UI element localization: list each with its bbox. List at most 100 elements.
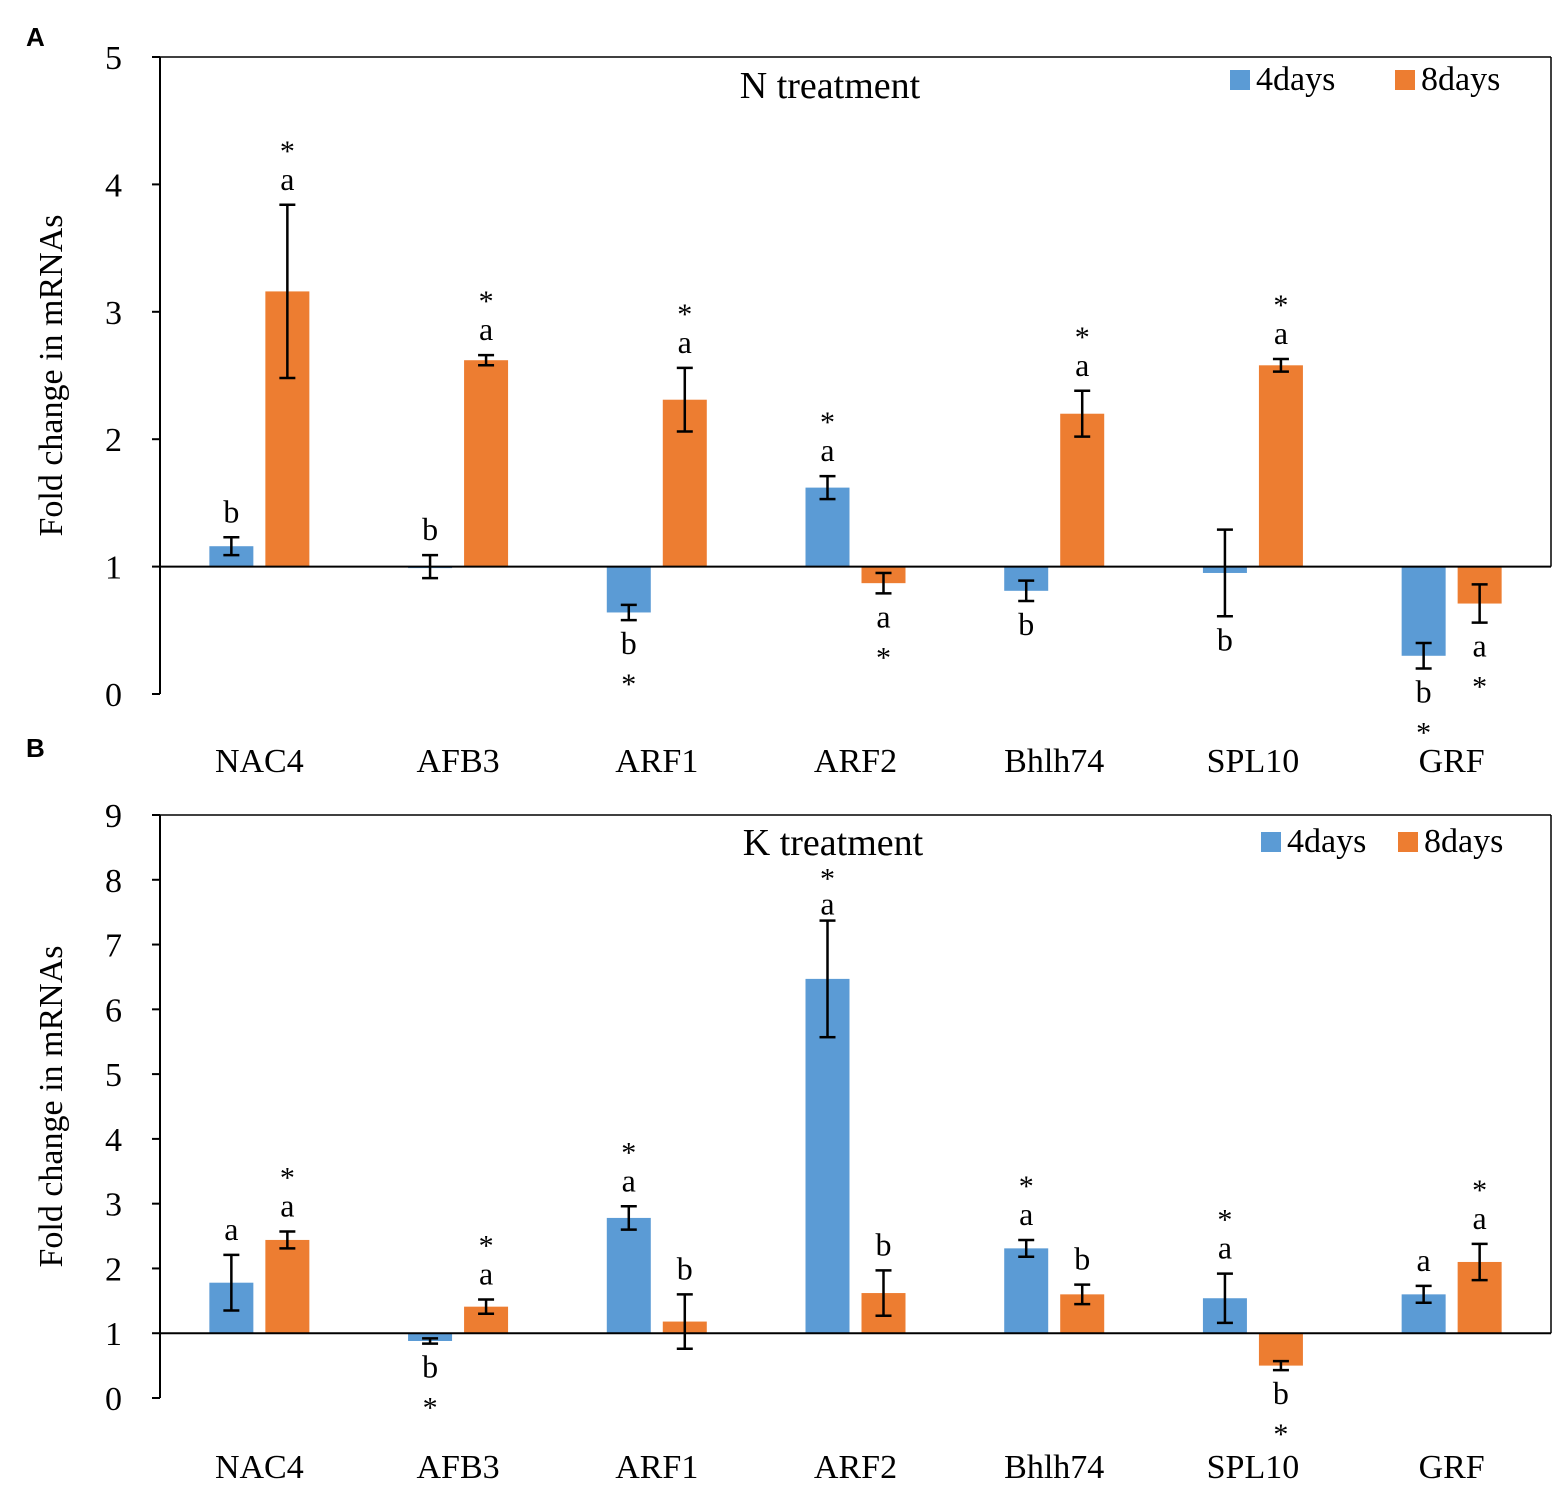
y-axis-label: Fold change in mRNAs [33,945,70,1267]
legend-label-4days: 4days [1256,61,1335,98]
chart-title: K treatment [743,822,924,864]
sig-star-8days-GRF: * [1472,671,1487,704]
category-label-Bhlh74: Bhlh74 [1004,1449,1104,1486]
sig-star-8days-NAC4: * [280,135,295,168]
sig-letter-4days-NAC4: a [224,1211,238,1247]
y-axis-label: Fold change in mRNAs [33,214,70,536]
sig-star-8days-ARF2: * [876,641,891,674]
sig-star-8days-GRF: * [1472,1174,1487,1207]
sig-star-8days-ARF1: * [677,298,692,331]
sig-star-8days-AFB3: * [479,285,494,318]
y-tick-label: 4 [105,167,122,204]
bar-8days-NAC4 [265,1239,310,1334]
sig-letter-8days-ARF2: a [876,598,890,634]
category-label-NAC4: NAC4 [215,1449,304,1486]
sig-letter-8days-Bhlh74: a [1075,347,1089,383]
y-tick-label: 1 [105,1316,122,1353]
y-tick-label: 1 [105,550,122,587]
sig-letter-top-ARF2: a [820,886,834,922]
bar-4days-NAC4 [209,546,254,567]
panel-label-b: B [26,733,45,763]
sig-letter-4days-Bhlh74: a [1019,1196,1033,1232]
sig-letter-8days-AFB3: a [479,1256,493,1292]
sig-star-8days-SPL10: * [1273,289,1288,322]
y-tick-label: 4 [105,1122,122,1159]
bar-4days-ARF2 [805,487,850,567]
sig-star-4days-ARF2: * [820,406,835,439]
sig-star-8days-Bhlh74: * [1075,321,1090,354]
y-tick-label: 0 [105,677,122,714]
sig-letter-8days-GRF: a [1473,1200,1487,1236]
sig-star-4days-AFB3: * [423,1392,438,1425]
sig-letter-8days-ARF1: b [677,1250,693,1286]
sig-star-8days-AFB3: * [479,1230,494,1263]
legend-swatch-8days [1395,70,1415,90]
sig-star-top-ARF2: * [820,863,835,896]
sig-star-4days-Bhlh74: * [1019,1170,1034,1203]
bar-4days-AFB3 [408,1333,453,1341]
category-label-Bhlh74: Bhlh74 [1004,743,1104,780]
sig-star-8days-NAC4: * [280,1162,295,1195]
sig-letter-8days-ARF2: b [876,1226,892,1262]
sig-letter-8days-Bhlh74: b [1074,1241,1090,1277]
y-tick-label: 2 [105,1251,122,1288]
y-tick-label: 0 [105,1381,122,1418]
sig-letter-8days-NAC4: a [280,1188,294,1224]
sig-star-4days-ARF1: * [621,668,636,701]
sig-letter-8days-SPL10: b [1273,1375,1289,1411]
sig-letter-4days-SPL10: b [1217,621,1233,657]
chart-panel-b: 0 1 2 3 4 5 6 7 8 9 Fold change in mRNAs K treatmen… [33,798,1552,1486]
sig-letter-4days-GRF: b [1416,674,1432,710]
legend-swatch-8days [1398,832,1418,852]
y-tick-label: 5 [105,40,122,77]
y-tick-label: 9 [105,798,122,835]
sig-letter-8days-NAC4: a [280,161,294,197]
y-tick-label: 3 [105,295,122,332]
legend-label-4days: 4days [1287,823,1366,860]
chart-title: N treatment [740,65,921,107]
legend-swatch-4days [1230,70,1250,90]
sig-star-4days-ARF1: * [621,1136,636,1169]
legend-swatch-4days [1261,832,1281,852]
chart-panel-a: 0 1 2 3 4 5 Fold change in mRNAs N treatment 4da… [33,40,1552,780]
category-label-GRF: GRF [1419,1449,1485,1486]
category-label-GRF: GRF [1419,743,1485,780]
sig-letter-4days-ARF1: b [621,625,637,661]
category-label-NAC4: NAC4 [215,743,304,780]
y-tick-label: 5 [105,1057,122,1094]
category-label-ARF1: ARF1 [615,743,698,780]
bar-4days-Bhlh74 [1004,1248,1049,1334]
sig-star-8days-SPL10: * [1273,1418,1288,1451]
y-tick-label: 8 [105,863,122,900]
category-label-ARF1: ARF1 [615,1449,698,1486]
sig-letter-4days-SPL10: a [1218,1230,1232,1266]
legend-label-8days: 8days [1421,61,1500,98]
category-label-SPL10: SPL10 [1207,1449,1300,1486]
y-tick-label: 7 [105,928,122,965]
y-tick-label: 3 [105,1187,122,1224]
category-label-ARF2: ARF2 [814,1449,897,1486]
sig-letter-4days-AFB3: b [422,1349,438,1385]
panel-label-a: A [26,22,45,52]
sig-letter-8days-GRF: a [1473,628,1487,664]
bar-8days-Bhlh74 [1060,413,1105,567]
category-label-AFB3: AFB3 [417,743,500,780]
y-tick-label: 2 [105,422,122,459]
y-tick-label: 6 [105,992,122,1029]
category-label-SPL10: SPL10 [1207,743,1300,780]
sig-letter-4days-ARF2: a [820,432,834,468]
sig-letter-4days-ARF1: a [622,1162,636,1198]
sig-letter-8days-SPL10: a [1274,315,1288,351]
bar-8days-SPL10 [1258,365,1303,567]
sig-letter-4days-GRF: a [1417,1242,1431,1278]
bar-4days-GRF [1401,566,1446,656]
sig-letter-4days-NAC4: b [223,493,239,529]
sig-letter-4days-AFB3: b [422,511,438,547]
category-label-AFB3: AFB3 [417,1449,500,1486]
sig-letter-8days-AFB3: a [479,311,493,347]
sig-star-4days-GRF: * [1416,717,1431,750]
sig-star-4days-SPL10: * [1217,1204,1232,1237]
category-label-ARF2: ARF2 [814,743,897,780]
legend-label-8days: 8days [1424,823,1503,860]
